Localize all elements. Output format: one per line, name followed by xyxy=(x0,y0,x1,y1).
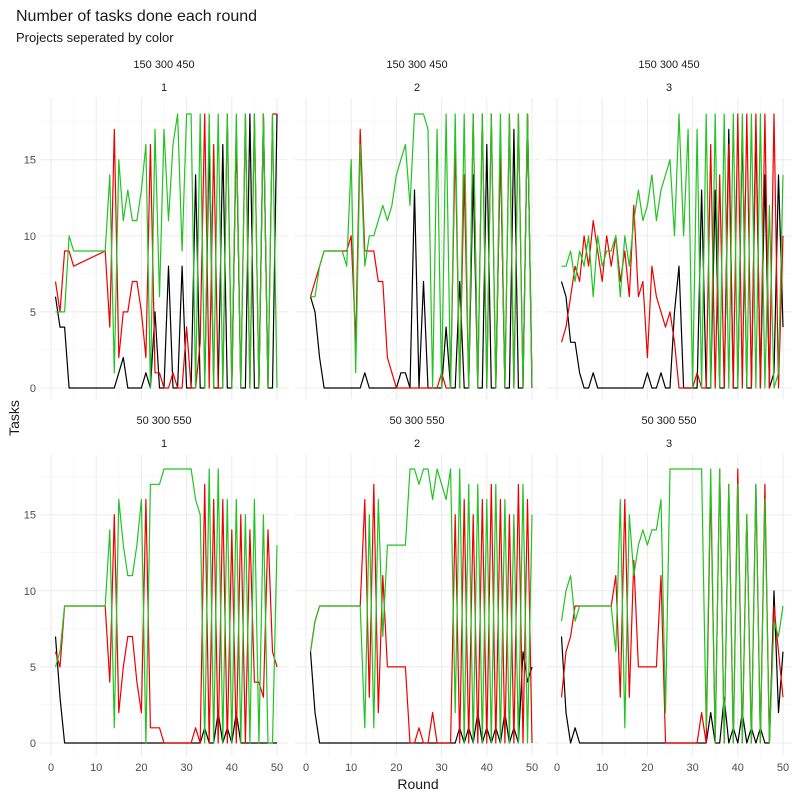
x-tick-label: 50 xyxy=(777,762,789,774)
y-tick-label: 5 xyxy=(30,662,36,674)
x-tick-label: 20 xyxy=(641,762,653,774)
facet-strip-replicate: 2 xyxy=(414,82,420,94)
x-tick-label: 50 xyxy=(271,762,283,774)
facet-strip-replicate: 1 xyxy=(161,438,167,450)
y-tick-label: 0 xyxy=(30,383,36,395)
chart-title: Number of tasks done each round xyxy=(16,8,257,25)
x-tick-label: 20 xyxy=(390,762,402,774)
facet-strip-replicate: 3 xyxy=(666,438,672,450)
facet-strip-group: 150 300 450 xyxy=(638,59,699,71)
y-tick-label: 15 xyxy=(24,155,36,167)
x-tick-label: 40 xyxy=(732,762,744,774)
x-tick-label: 0 xyxy=(303,762,309,774)
series-line-green xyxy=(56,114,278,388)
facet-panel: 150 300 450 2 xyxy=(295,59,539,399)
y-tick-label: 0 xyxy=(30,738,36,750)
facet-strip-group: 50 300 550 xyxy=(389,415,444,427)
x-tick-label: 30 xyxy=(435,762,447,774)
facet-strip-group: 50 300 550 xyxy=(136,415,191,427)
series-line-red xyxy=(311,484,533,743)
y-tick-label: 5 xyxy=(30,307,36,319)
y-tick-label: 10 xyxy=(24,586,36,598)
facet-strip-group: 150 300 450 xyxy=(386,59,447,71)
x-tick-label: 30 xyxy=(180,762,192,774)
x-tick-label: 0 xyxy=(554,762,560,774)
x-tick-label: 10 xyxy=(345,762,357,774)
x-tick-label: 30 xyxy=(686,762,698,774)
chart-subtitle: Projects seperated by color xyxy=(16,30,174,45)
y-tick-label: 10 xyxy=(24,231,36,243)
x-tick-label: 10 xyxy=(90,762,102,774)
x-tick-label: 0 xyxy=(48,762,54,774)
y-tick-label: 15 xyxy=(24,510,36,522)
facet-strip-replicate: 1 xyxy=(161,82,167,94)
x-tick-label: 20 xyxy=(135,762,147,774)
x-tick-label: 50 xyxy=(526,762,538,774)
x-tick-label: 10 xyxy=(596,762,608,774)
facet-panel: 150 300 450 3 xyxy=(546,59,792,399)
facet-strip-replicate: 2 xyxy=(414,438,420,450)
facet-strip-replicate: 3 xyxy=(666,82,672,94)
facet-strip-group: 150 300 450 xyxy=(133,59,194,71)
series-line-green xyxy=(562,469,784,743)
x-axis-title: Round xyxy=(397,776,438,792)
y-axis-title: Tasks xyxy=(6,400,22,436)
x-tick-label: 40 xyxy=(226,762,238,774)
series-line-green xyxy=(56,469,278,743)
x-tick-label: 40 xyxy=(481,762,493,774)
facet-strip-group: 50 300 550 xyxy=(641,415,696,427)
